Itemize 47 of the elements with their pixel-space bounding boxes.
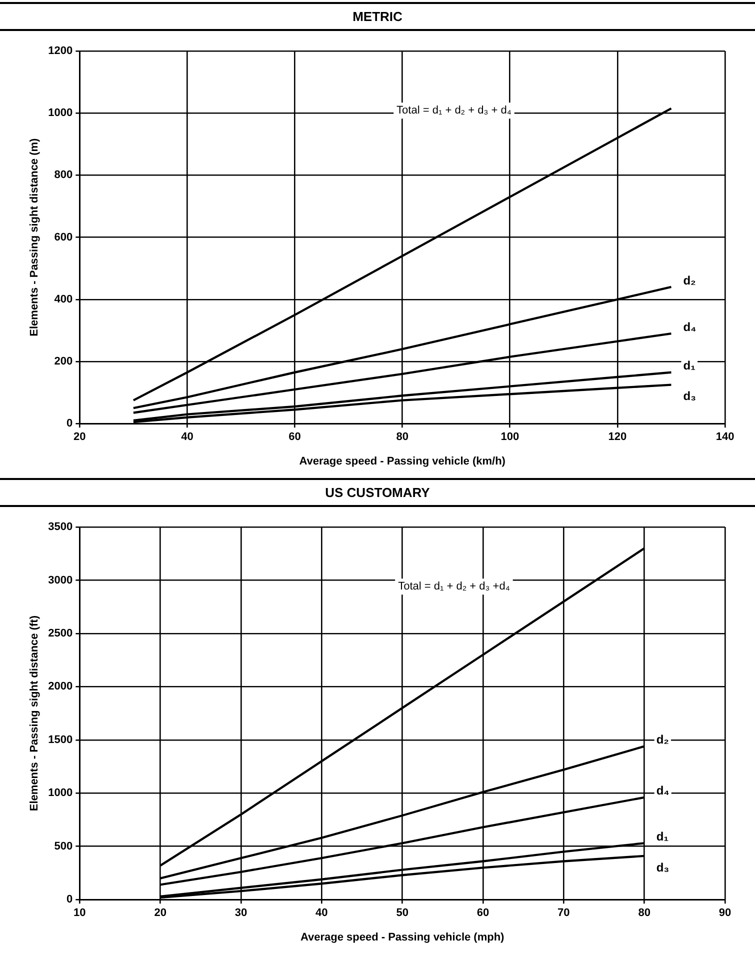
x-axis-title: Average speed - Passing vehicle (km/h) xyxy=(299,455,506,468)
y-tick-label: 500 xyxy=(54,840,73,852)
x-tick-label: 120 xyxy=(608,431,627,444)
annotation: Total = d₁ + d₂ + d₃ + d₄ xyxy=(396,104,512,117)
x-axis-title: Average speed - Passing vehicle (mph) xyxy=(300,931,505,944)
y-tick-label: 3500 xyxy=(48,521,73,534)
x-tick-label: 60 xyxy=(476,907,490,920)
chart-title: METRIC xyxy=(0,2,755,31)
x-tick-label: 20 xyxy=(154,907,166,920)
y-tick-label: 1000 xyxy=(48,787,73,800)
x-tick-label: 80 xyxy=(638,907,650,920)
y-tick-label: 2500 xyxy=(48,627,73,640)
y-tick-label: 2000 xyxy=(48,680,73,693)
y-tick-label: 3000 xyxy=(48,574,73,586)
y-tick-label: 0 xyxy=(66,894,73,906)
series-label: d₃ xyxy=(656,860,670,874)
x-tick-label: 40 xyxy=(181,431,194,444)
y-tick-label: 1000 xyxy=(48,107,73,120)
y-tick-label: 400 xyxy=(54,293,73,306)
series-label: d₄ xyxy=(683,320,697,334)
x-tick-label: 80 xyxy=(396,431,408,444)
x-tick-label: 100 xyxy=(500,431,520,444)
series-label: d₃ xyxy=(683,389,696,404)
series-label: d₂ xyxy=(656,732,670,747)
x-tick-label: 60 xyxy=(288,431,301,444)
x-tick-label: 30 xyxy=(234,907,248,920)
series-label: d₁ xyxy=(656,829,669,844)
x-tick-label: 90 xyxy=(718,907,732,920)
chart-title: US CUSTOMARY xyxy=(0,478,755,507)
x-tick-label: 140 xyxy=(716,431,734,444)
x-tick-label: 20 xyxy=(74,431,86,444)
y-axis-title: Elements - Passing sight distance (m) xyxy=(28,138,41,336)
x-tick-label: 50 xyxy=(396,907,408,920)
y-tick-label: 1200 xyxy=(48,45,73,58)
x-tick-label: 70 xyxy=(558,907,570,920)
series-label: d₄ xyxy=(656,784,670,798)
series-label: d₂ xyxy=(683,273,696,288)
y-axis-title: Elements - Passing sight distance (ft) xyxy=(28,615,41,812)
y-tick-label: 200 xyxy=(54,356,73,368)
series-label: d₁ xyxy=(683,358,696,373)
y-tick-label: 600 xyxy=(54,231,73,244)
y-tick-label: 0 xyxy=(66,418,73,430)
y-tick-label: 1500 xyxy=(48,734,73,746)
x-tick-label: 10 xyxy=(74,907,86,920)
annotation: Total = d₁ + d₂ + d₃ +d₄ xyxy=(398,580,510,593)
y-tick-label: 800 xyxy=(54,169,73,182)
x-tick-label: 40 xyxy=(316,907,328,920)
